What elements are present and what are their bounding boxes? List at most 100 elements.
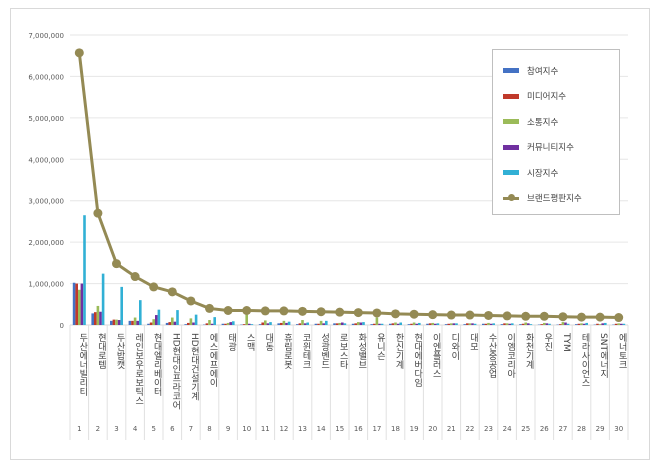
bar-4 (527, 323, 530, 325)
bar-5 (176, 310, 179, 325)
bar-2 (373, 323, 376, 325)
bar-3 (301, 320, 304, 325)
category-label: HD현대건설기계 (189, 333, 199, 402)
bar-5 (194, 314, 198, 325)
bar-3 (245, 314, 248, 325)
bar-5 (604, 322, 607, 325)
rank-label: 25 (521, 425, 530, 433)
bar-4 (192, 322, 195, 325)
bar-1 (389, 323, 392, 325)
rank-label: 22 (465, 425, 474, 433)
bar-2 (112, 319, 116, 325)
bar-3 (357, 322, 360, 325)
line-point (372, 308, 382, 318)
rank-label: 16 (354, 425, 363, 433)
bar-4 (285, 322, 288, 325)
bar-3 (208, 320, 211, 325)
rank-label: 20 (428, 425, 437, 433)
line-point (409, 309, 419, 319)
rank-label: 27 (558, 425, 567, 433)
legend-item: 미디어지수 (503, 84, 619, 110)
bar-5 (585, 322, 588, 325)
legend-item: 참여지수 (503, 58, 619, 84)
bar-3 (96, 305, 100, 325)
bar-5 (101, 273, 105, 325)
legend-label: 참여지수 (527, 66, 559, 77)
bar-2 (75, 283, 78, 325)
category-label: 두산밥캣 (115, 333, 125, 370)
legend-label: 브랜드평판지수 (527, 194, 582, 205)
bar-1 (482, 323, 485, 325)
category-label: 스맥 (245, 333, 255, 352)
line-point (428, 310, 438, 320)
legend-swatch (503, 68, 519, 74)
bar-5 (306, 322, 309, 325)
line-point (465, 310, 475, 320)
bar-4 (508, 323, 511, 325)
bar-2 (410, 323, 413, 325)
bar-3 (319, 320, 323, 325)
rank-label: 29 (596, 425, 605, 433)
category-label: 로보스타 (338, 333, 348, 370)
bar-2 (391, 323, 395, 325)
bar-3 (431, 322, 434, 325)
bar-3 (617, 323, 620, 325)
line-point (539, 311, 549, 321)
category-label: SNT에너지 (598, 333, 608, 379)
bar-2 (280, 322, 283, 325)
bar-5 (362, 322, 365, 325)
category-label: 레인보우로보틱스 (133, 333, 143, 405)
bar-3 (505, 323, 509, 325)
rank-label: 8 (207, 425, 211, 433)
rank-label: 3 (114, 425, 118, 433)
line-point (298, 306, 307, 316)
line-point (112, 259, 121, 269)
bar-2 (484, 323, 488, 325)
bar-2 (521, 323, 525, 325)
rank-label: 26 (540, 425, 549, 433)
bar-5 (120, 286, 123, 325)
line-point (595, 312, 605, 322)
bar-4 (415, 323, 418, 325)
bar-4 (210, 323, 214, 325)
bar-5 (622, 323, 626, 325)
bar-2 (614, 323, 618, 325)
legend-item: 시장지수 (503, 160, 619, 186)
bar-2 (131, 320, 134, 325)
bar-1 (500, 324, 504, 325)
y-tick-label: 6,000,000 (28, 73, 64, 81)
bar-5 (473, 323, 477, 325)
bar-2 (94, 312, 97, 325)
bar-3 (580, 323, 583, 325)
bar-1 (147, 323, 150, 325)
bar-2 (466, 323, 469, 325)
bar-2 (205, 323, 209, 325)
bar-4 (229, 322, 232, 325)
category-label: 한신기계 (394, 333, 404, 370)
bar-5 (436, 323, 440, 325)
bar-1 (370, 324, 373, 325)
rank-label: 1 (77, 425, 81, 433)
rank-label: 5 (151, 425, 155, 433)
bar-4 (117, 320, 121, 325)
legend-label: 소통지수 (527, 117, 559, 128)
y-tick-label: 1,000,000 (28, 281, 64, 289)
bar-5 (269, 322, 272, 325)
category-label: 테라사이언스 (580, 333, 590, 387)
y-tick-label: 2,000,000 (28, 239, 64, 247)
category-label: 에너토크 (617, 333, 627, 369)
bar-1 (519, 324, 522, 325)
line-point (446, 310, 456, 320)
bar-4 (452, 323, 456, 325)
bar-3 (264, 320, 267, 325)
y-tick-label: 7,000,000 (28, 32, 64, 40)
bar-1 (72, 282, 76, 325)
bar-4 (155, 315, 158, 325)
y-tick-label: 4,000,000 (28, 156, 64, 164)
bar-5 (455, 323, 458, 325)
bar-2 (428, 323, 432, 325)
bar-4 (303, 323, 307, 325)
line-point (130, 272, 140, 282)
bar-5 (250, 324, 254, 325)
bar-2 (149, 322, 153, 325)
